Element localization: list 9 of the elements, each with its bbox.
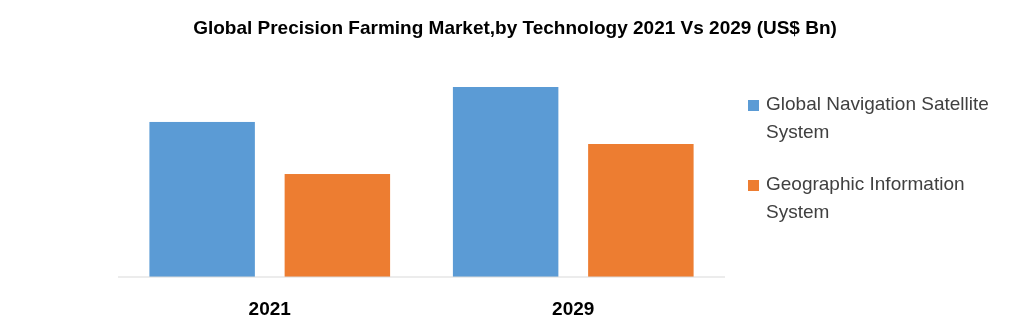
x-tick-label: 2021 (248, 298, 292, 319)
legend-label: Geographic Information System (766, 173, 965, 222)
bar (588, 144, 694, 277)
chart-title: Global Precision Farming Market,by Technology 2021 Vs 2029 (US$ Bn) (193, 17, 837, 38)
bar (284, 174, 391, 277)
bar (149, 121, 255, 277)
legend-label: Global Navigation Satellite System (766, 93, 989, 142)
bar (452, 87, 559, 277)
x-tick-label: 2029 (552, 298, 595, 319)
